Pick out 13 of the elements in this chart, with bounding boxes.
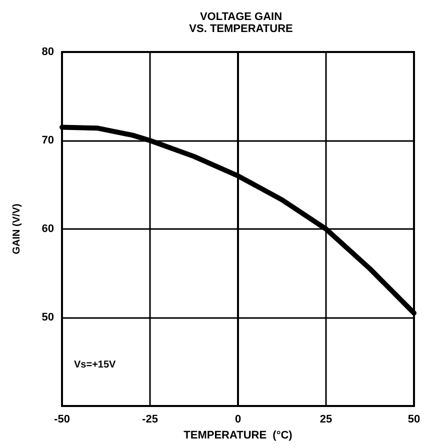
y-axis-title: GAIN (V/V) [12, 204, 22, 254]
x-tick-label: -25 [142, 414, 158, 426]
x-tick-label: -50 [54, 414, 70, 426]
x-axis-title: TEMPERATURE (°C) [184, 429, 293, 442]
annotation: Vs=+15V [74, 360, 116, 370]
y-tick-label: 80 [42, 46, 54, 58]
y-tick-label: 60 [42, 223, 54, 235]
x-tick-label: 0 [234, 414, 242, 426]
x-tick-label: 50 [408, 414, 420, 426]
y-tick-label: 50 [42, 312, 54, 324]
x-tick-label: 25 [320, 414, 332, 426]
y-tick-label: 70 [42, 134, 54, 146]
chart-title: VOLTAGE GAIN VS. TEMPERATURE [189, 11, 293, 35]
